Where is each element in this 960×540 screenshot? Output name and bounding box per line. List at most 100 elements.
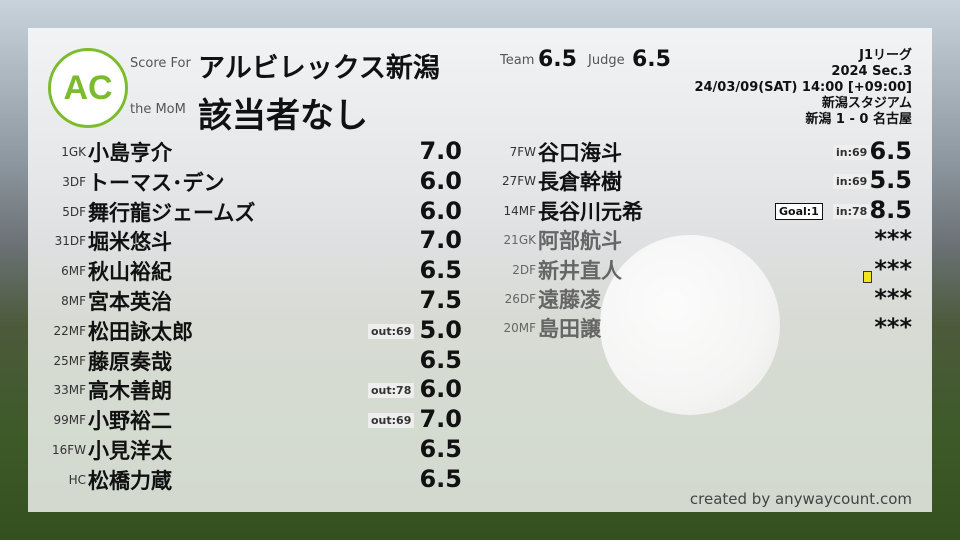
sub-row: 14MF 長谷川元希 [490,197,643,225]
sub-out-tag: out:69 [368,323,415,339]
player-name: 舞行龍ジェームズ [88,200,256,225]
player-name: 長谷川元希 [538,199,643,224]
starter-row: 5DF 舞行龍ジェームズ [40,198,255,226]
player-score: 6.5 [419,345,462,374]
player-number-position: 27FW [501,174,536,189]
sub-in-tag: in:69 [833,174,871,190]
sub-in-tag: in:69 [833,145,871,160]
starter-row: 8MF 宮本英治 [40,287,172,315]
player-name: 小島亨介 [88,141,172,165]
starter-row: 6MF 秋山裕紀 [40,257,172,285]
player-number-position: 31DF [54,234,86,249]
league: J1リーグ [859,48,912,63]
player-score: 7.0 [419,405,462,434]
player-name: 松田詠太郎 [88,319,193,344]
player-name: 秋山裕紀 [88,260,172,285]
sub-in-tag: in:78 [833,203,871,219]
player-name: 藤原奏哉 [88,349,172,374]
starter-row: 99MF 小野裕二 [40,406,172,434]
player-name: 堀米悠斗 [88,230,172,255]
mom-name: 該当者なし [198,96,368,136]
player-number-position: 7FW [509,145,536,159]
player-name: 宮本英治 [88,290,172,314]
starter-row: 22MF 松田詠太郎 [40,317,193,345]
goal-badge: Goal:1 [775,202,823,220]
sub-row: 26DF 遠藤凌 [490,285,601,313]
player-score: *** [874,225,912,254]
player-number-position: 26DF [504,292,536,306]
sub-row: 20MF 島田譲 [490,314,601,342]
team-name: アルビレックス新潟 [198,53,440,84]
player-name: 小見洋太 [88,439,172,463]
score-panel [28,28,932,512]
stadium: 新潟スタジアム [821,96,912,111]
player-score: 7.5 [419,286,462,314]
player-score: *** [874,313,912,342]
player-score: 6.5 [419,256,462,285]
player-score: 6.5 [869,137,912,165]
player-name: 長倉幹樹 [538,170,622,195]
player-number-position: 25MF [53,353,86,368]
player-name: 松橋力蔵 [88,468,172,493]
sub-row: 7FW 谷口海斗 [490,138,622,166]
player-name: 島田譲 [538,317,601,342]
judge-label: Judge [588,53,625,68]
player-number-position: 16FW [51,443,86,457]
player-score: 5.5 [869,166,912,195]
player-number-position: 20MF [503,321,536,336]
starter-row: HC 松橋力蔵 [40,466,172,494]
player-number-position: 33MF [53,383,86,398]
mom-label: the MoM [130,102,186,117]
player-name: トーマス･デン [88,170,225,195]
sub-out-tag: out:69 [368,413,415,429]
judge-score: 6.5 [632,47,671,72]
sub-row: 2DF 新井直人 [490,256,622,284]
player-name: 小野裕二 [88,409,172,434]
result: 新潟 1 - 0 名古屋 [805,112,912,127]
player-number-position: 6MF [61,264,86,279]
player-number-position: 22MF [53,323,86,338]
player-number-position: 21GK [503,233,536,248]
match-info: J1リーグ 2024 Sec.3 24/03/09(SAT) 14:00 [+0… [694,48,912,128]
player-name: 新井直人 [538,258,622,283]
player-score: 6.0 [419,375,462,404]
player-name: 遠藤凌 [538,288,601,312]
starter-row: 33MF 高木善朗 [40,376,172,404]
sub-out-tag: out:78 [368,383,415,399]
player-score: 5.0 [419,315,462,344]
logo-text: AC [63,68,113,107]
player-score: *** [874,284,912,312]
sub-row: 21GK 阿部航斗 [490,226,622,254]
player-score: 6.5 [419,464,462,493]
player-name: 阿部航斗 [538,229,622,254]
player-number-position: 14MF [503,203,536,218]
team-score: 6.5 [538,47,577,72]
anywaycount-logo: AC [48,48,128,128]
starter-row: 25MF 藤原奏哉 [40,347,172,375]
player-name: 谷口海斗 [538,141,622,165]
sub-row: 27FW 長倉幹樹 [490,167,622,195]
player-score: 6.5 [419,435,462,463]
player-score: 8.5 [869,195,912,224]
section: 2024 Sec.3 [831,64,912,79]
yellow-card-icon [863,270,872,283]
player-number-position: 2DF [512,262,536,277]
player-score: 6.0 [419,166,462,195]
credit: created by anywaycount.com [689,490,912,508]
player-number-position: HC [68,472,86,487]
player-number-position: 5DF [62,204,86,219]
player-score: 7.0 [419,137,462,165]
starter-row: 31DF 堀米悠斗 [40,227,172,255]
player-number-position: 8MF [61,294,86,308]
player-score: *** [874,254,912,283]
player-name: 高木善朗 [88,379,172,404]
starter-row: 16FW 小見洋太 [40,436,172,464]
datetime: 24/03/09(SAT) 14:00 [+09:00] [694,80,912,95]
starter-row: 3DF トーマス･デン [40,168,225,196]
player-number-position: 1GK [61,145,86,159]
team-label: Team [500,53,535,68]
player-score: 7.0 [419,226,462,255]
score-for-label: Score For [130,56,191,71]
player-number-position: 99MF [53,413,86,428]
player-number-position: 3DF [62,174,86,189]
